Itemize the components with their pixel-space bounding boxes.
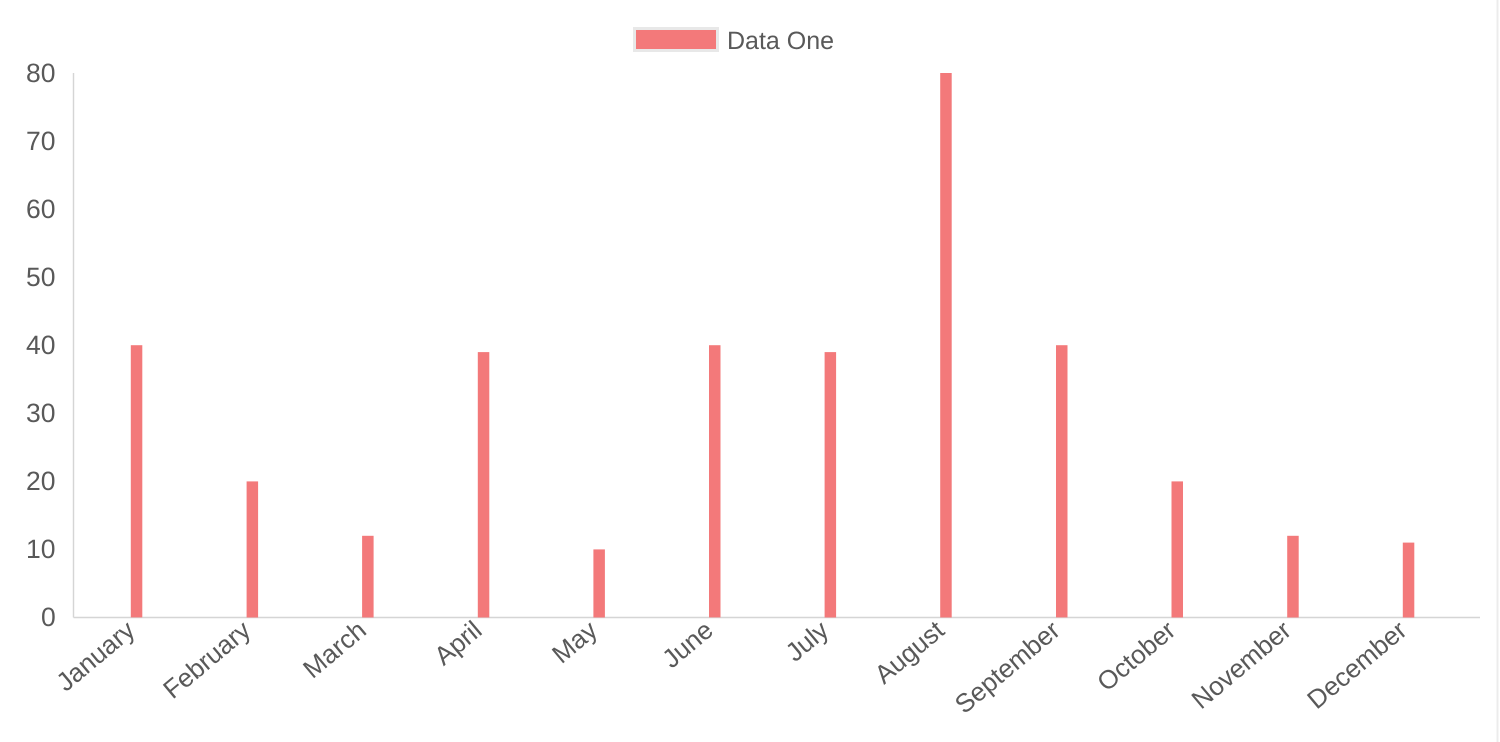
- svg-text:March: March: [297, 615, 372, 684]
- svg-text:60: 60: [26, 194, 55, 224]
- svg-text:10: 10: [26, 534, 55, 564]
- svg-text:September: September: [949, 614, 1066, 719]
- svg-text:0: 0: [41, 602, 56, 632]
- svg-text:August: August: [869, 614, 951, 690]
- svg-text:70: 70: [26, 126, 55, 156]
- svg-text:20: 20: [26, 466, 55, 496]
- svg-text:May: May: [546, 615, 603, 670]
- svg-text:June: June: [656, 615, 718, 674]
- svg-text:Data One: Data One: [727, 27, 834, 55]
- svg-text:January: January: [50, 615, 140, 697]
- svg-text:October: October: [1091, 614, 1181, 697]
- svg-text:November: November: [1186, 614, 1297, 714]
- svg-text:30: 30: [26, 398, 55, 428]
- svg-text:December: December: [1301, 614, 1412, 714]
- svg-text:July: July: [780, 615, 835, 668]
- svg-text:April: April: [428, 615, 487, 671]
- svg-text:80: 80: [26, 58, 55, 88]
- svg-text:February: February: [157, 615, 256, 705]
- svg-text:50: 50: [26, 262, 55, 292]
- svg-text:40: 40: [26, 330, 55, 360]
